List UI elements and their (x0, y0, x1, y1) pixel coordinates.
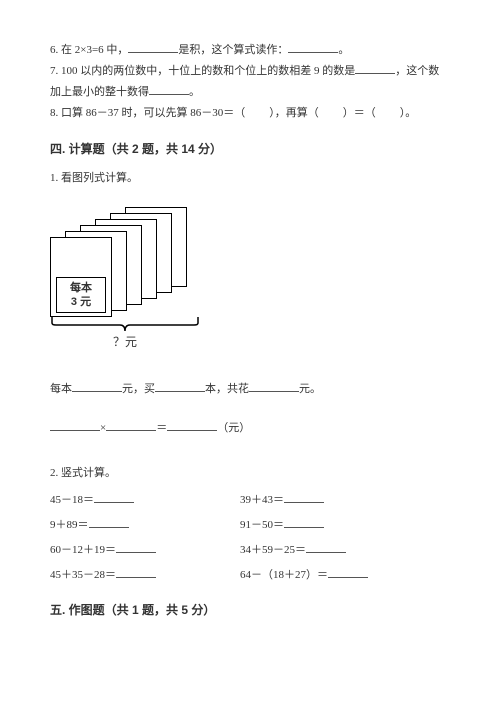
question-8: 8. 口算 86－37 时，可以先算 86－30＝（ ），再算（ ）＝（ ）。 (50, 103, 450, 124)
section-4-title: 四. 计算题（共 2 题，共 14 分） (50, 138, 450, 161)
calc-text: 45＋35－28＝ (50, 569, 116, 581)
calc-expression: 34＋59－25＝ (240, 540, 430, 561)
book-label-line1: 每本 (59, 281, 103, 295)
blank (89, 517, 129, 528)
calc-row: 45＋35－28＝ 64－（18＋27）＝ (50, 565, 450, 586)
q8-prefix: 8. 口算 86－37 时，可以先算 86－30＝（ (50, 107, 245, 119)
section-5-title: 五. 作图题（共 1 题，共 5 分） (50, 599, 450, 622)
s4-q1-line1: 每本 元，买 本，共花 元。 (50, 379, 450, 400)
t: 本，共花 (205, 383, 249, 395)
calc-expression: 64－（18＋27）＝ (240, 565, 430, 586)
question-6: 6. 在 2×3=6 中， 是积，这个算式读作： 。 (50, 40, 450, 61)
blank (72, 381, 122, 392)
q8-suffix: ）。 (400, 107, 417, 119)
q8-mid2: ）＝（ (343, 107, 376, 119)
calc-row: 9＋89＝ 91－50＝ (50, 515, 450, 536)
t: 元，买 (122, 383, 155, 395)
s4-q1-title: 1. 看图列式计算。 (50, 168, 450, 189)
blank (328, 567, 368, 578)
question-7: 7. 100 以内的两位数中，十位上的数和个位上的数相差 9 的数是，这个数加上… (50, 61, 450, 103)
calc-row: 45－18＝ 39＋43＝ (50, 490, 450, 511)
books-diagram: 每本 3 元 ？元 (50, 207, 450, 357)
calc-expression: 9＋89＝ (50, 515, 240, 536)
calc-expression: 91－50＝ (240, 515, 430, 536)
q8-mid1: ），再算（ (269, 107, 319, 119)
s4-q2-title: 2. 竖式计算。 (50, 463, 450, 484)
q6-prefix: 6. 在 2×3=6 中， (50, 44, 128, 56)
blank (288, 42, 338, 53)
q7-prefix: 7. 100 以内的两位数中，十位上的数和个位上的数相差 9 的数是 (50, 65, 355, 77)
blank (284, 492, 324, 503)
blank (284, 517, 324, 528)
calc-text: 39＋43＝ (240, 494, 284, 506)
book-label-line2: 3 元 (59, 295, 103, 309)
calc-expression: 45－18＝ (50, 490, 240, 511)
t: ＝ (156, 422, 167, 434)
paren-space (376, 107, 400, 119)
q6-mid: 是积，这个算式读作： (178, 44, 288, 56)
t: 每本 (50, 383, 72, 395)
calc-expression: 45＋35－28＝ (50, 565, 240, 586)
blank (306, 542, 346, 553)
calc-text: 91－50＝ (240, 519, 284, 531)
blank (116, 542, 156, 553)
blank (249, 381, 299, 392)
paren-space (245, 107, 269, 119)
book-price-label: 每本 3 元 (56, 277, 106, 314)
blank (106, 420, 156, 431)
blank (94, 492, 134, 503)
calc-expression: 60－12＋19＝ (50, 540, 240, 561)
s4-q1-line2: ×＝（元） (50, 418, 450, 439)
blank (155, 381, 205, 392)
blank (116, 567, 156, 578)
blank (50, 420, 100, 431)
calc-rows: 45－18＝ 39＋43＝ 9＋89＝ 91－50＝ 60－12＋19＝ 34＋59－25… (50, 490, 450, 586)
calc-text: 34＋59－25＝ (240, 544, 306, 556)
calc-text: 45－18＝ (50, 494, 94, 506)
paren-space (319, 107, 343, 119)
calc-expression: 39＋43＝ (240, 490, 430, 511)
blank (128, 42, 178, 53)
calc-row: 60－12＋19＝ 34＋59－25＝ (50, 540, 450, 561)
q7-suffix: 。 (189, 86, 200, 98)
calc-text: 64－（18＋27）＝ (240, 569, 328, 581)
blank (355, 63, 395, 74)
t: 元。 (299, 383, 321, 395)
blank (149, 84, 189, 95)
t: （元） (217, 422, 250, 434)
calc-text: 9＋89＝ (50, 519, 89, 531)
calc-text: 60－12＋19＝ (50, 544, 116, 556)
blank (167, 420, 217, 431)
books-stack: 每本 3 元 (50, 207, 200, 327)
brace-label: ？元 (50, 331, 200, 354)
q6-suffix: 。 (338, 44, 349, 56)
